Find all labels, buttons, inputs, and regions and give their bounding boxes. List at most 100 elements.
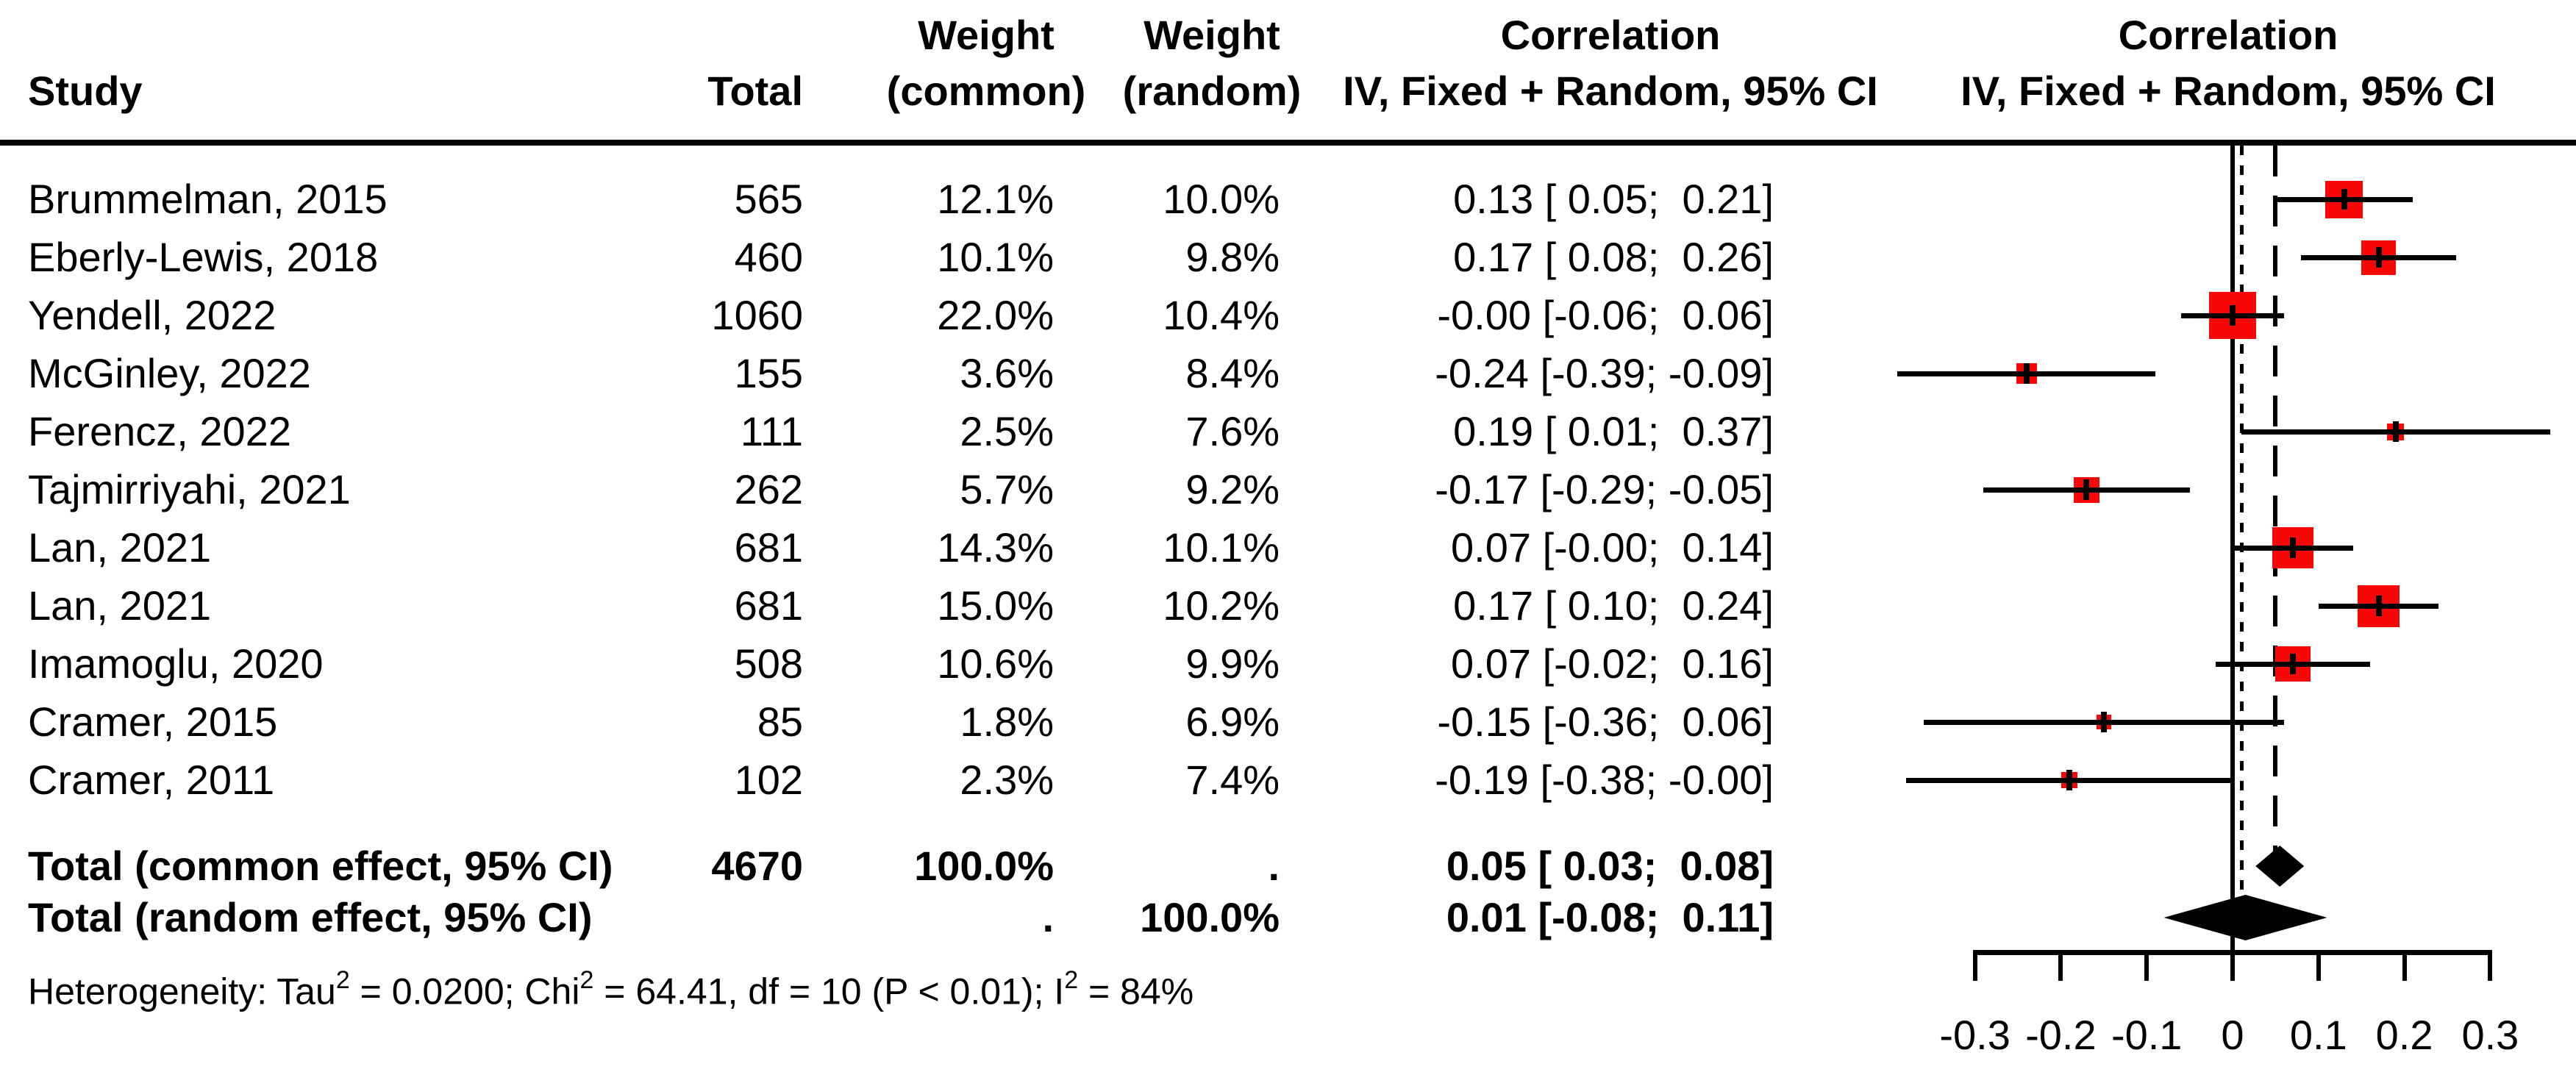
study-label: Total (random effect, 95% CI): [28, 894, 593, 940]
col-header-ci: IV, Fixed + Random, 95% CI: [1343, 68, 1878, 114]
study-label: Cramer, 2011: [28, 757, 275, 803]
axis-tick: [2058, 950, 2063, 981]
estimate-tick: [2341, 189, 2347, 210]
header-rule: [0, 140, 2576, 146]
axis-tick-label: -0.2: [2025, 1012, 2097, 1058]
correlation-ci-cell: -0.17 [-0.29; -0.05]: [1435, 466, 1774, 512]
study-label: Yendell, 2022: [28, 292, 276, 338]
total-cell: 262: [734, 466, 803, 512]
estimate-tick: [2375, 596, 2382, 616]
correlation-ci-cell: -0.24 [-0.39; -0.09]: [1435, 350, 1774, 396]
heterogeneity-text: = 64.41, df = 10 (P < 0.01); I: [593, 971, 1065, 1012]
study-label: Lan, 2021: [28, 524, 212, 571]
correlation-ci-cell: 0.07 [-0.00; 0.14]: [1451, 524, 1774, 571]
weight-random-cell: 6.9%: [1185, 698, 1280, 745]
estimate-tick: [2100, 712, 2107, 732]
estimate-tick: [2289, 654, 2296, 674]
total-cell: 85: [757, 698, 803, 745]
estimate-tick: [2392, 421, 2399, 442]
study-label: Imamoglu, 2020: [28, 640, 324, 687]
common-effect-line: [2273, 146, 2278, 853]
estimate-tick: [2375, 247, 2382, 268]
study-label: McGinley, 2022: [28, 350, 311, 396]
axis-tick-label: 0.3: [2461, 1012, 2519, 1058]
col-header-weight-random: (random): [1122, 68, 1302, 114]
weight-random-cell: 10.4%: [1163, 292, 1280, 338]
plot-header-correlation: Correlation: [2118, 12, 2338, 58]
study-label: Lan, 2021: [28, 582, 212, 629]
axis-tick: [2402, 950, 2407, 981]
study-label: Ferencz, 2022: [28, 408, 291, 454]
axis-tick-label: 0: [2221, 1012, 2244, 1058]
total-cell: 102: [734, 757, 803, 803]
weight-random-cell: 10.1%: [1163, 524, 1280, 571]
weight-random-cell: 10.0%: [1163, 176, 1280, 222]
weight-random-cell: 9.8%: [1185, 234, 1280, 280]
correlation-ci-cell: -0.00 [-0.06; 0.06]: [1437, 292, 1774, 338]
col-header-study: Study: [28, 68, 143, 114]
correlation-ci-cell: 0.13 [ 0.05; 0.21]: [1453, 176, 1774, 222]
axis-tick-label: 0.2: [2375, 1012, 2433, 1058]
superscript-2: 2: [335, 966, 350, 994]
plot-header-ci: IV, Fixed + Random, 95% CI: [1960, 68, 2496, 114]
weight-common-cell: 15.0%: [937, 582, 1054, 629]
pooled-diamond-random: [2163, 895, 2327, 940]
weight-random-cell: 7.4%: [1185, 757, 1280, 803]
weight-common-cell: 2.5%: [960, 408, 1054, 454]
total-cell: 111: [740, 408, 803, 454]
axis-tick: [1972, 950, 1977, 981]
study-label: Cramer, 2015: [28, 698, 278, 745]
weight-random-cell: 9.2%: [1185, 466, 1280, 512]
estimate-tick: [2066, 770, 2073, 790]
col-header-total: Total: [707, 68, 803, 114]
weight-common-cell: .: [1042, 894, 1054, 940]
axis-tick-label: -0.3: [1939, 1012, 2011, 1058]
total-cell: 460: [734, 234, 803, 280]
axis-tick: [2144, 950, 2149, 981]
heterogeneity-note: Heterogeneity: Tau2 = 0.0200; Chi2 = 64.…: [28, 968, 1194, 1012]
col-header-weight-common-top: Weight: [918, 12, 1055, 58]
correlation-ci-cell: -0.15 [-0.36; 0.06]: [1437, 698, 1774, 745]
weight-common-cell: 22.0%: [937, 292, 1054, 338]
correlation-ci-cell: 0.19 [ 0.01; 0.37]: [1453, 408, 1774, 454]
axis-tick: [2316, 950, 2321, 981]
estimate-tick: [2230, 305, 2236, 326]
weight-random-cell: 8.4%: [1185, 350, 1280, 396]
superscript-2: 2: [579, 966, 594, 994]
weight-random-cell: 9.9%: [1185, 640, 1280, 687]
estimate-tick: [2023, 363, 2030, 384]
axis-tick-label: -0.1: [2111, 1012, 2183, 1058]
study-label: Tajmirriyahi, 2021: [28, 466, 351, 512]
correlation-ci-cell: 0.01 [-0.08; 0.11]: [1446, 894, 1774, 940]
col-header-correlation-top: Correlation: [1500, 12, 1721, 58]
correlation-ci-cell: 0.17 [ 0.10; 0.24]: [1453, 582, 1774, 629]
total-cell: 1060: [711, 292, 803, 338]
axis-tick: [2488, 950, 2493, 981]
weight-common-cell: 1.8%: [960, 698, 1054, 745]
total-cell: 565: [734, 176, 803, 222]
axis-tick-label: 0.1: [2289, 1012, 2347, 1058]
weight-random-cell: 7.6%: [1185, 408, 1280, 454]
estimate-tick: [2083, 479, 2090, 500]
weight-common-cell: 100.0%: [914, 843, 1054, 889]
heterogeneity-text: Heterogeneity: Tau: [28, 971, 336, 1012]
total-cell: 681: [734, 524, 803, 571]
col-header-weight-random-top: Weight: [1143, 12, 1280, 58]
weight-random-cell: 100.0%: [1140, 894, 1280, 940]
total-cell: 155: [734, 350, 803, 396]
axis-tick: [2230, 950, 2235, 981]
weight-common-cell: 5.7%: [960, 466, 1054, 512]
total-cell: 508: [734, 640, 803, 687]
col-header-weight-common: (common): [886, 68, 1086, 114]
superscript-2: 2: [1064, 966, 1079, 994]
weight-common-cell: 12.1%: [937, 176, 1054, 222]
estimate-tick: [2289, 537, 2296, 558]
weight-common-cell: 10.1%: [937, 234, 1054, 280]
weight-common-cell: 14.3%: [937, 524, 1054, 571]
weight-common-cell: 2.3%: [960, 757, 1054, 803]
correlation-ci-cell: 0.05 [ 0.03; 0.08]: [1446, 843, 1774, 889]
correlation-ci-cell: 0.07 [-0.02; 0.16]: [1451, 640, 1774, 687]
total-cell: 681: [734, 582, 803, 629]
